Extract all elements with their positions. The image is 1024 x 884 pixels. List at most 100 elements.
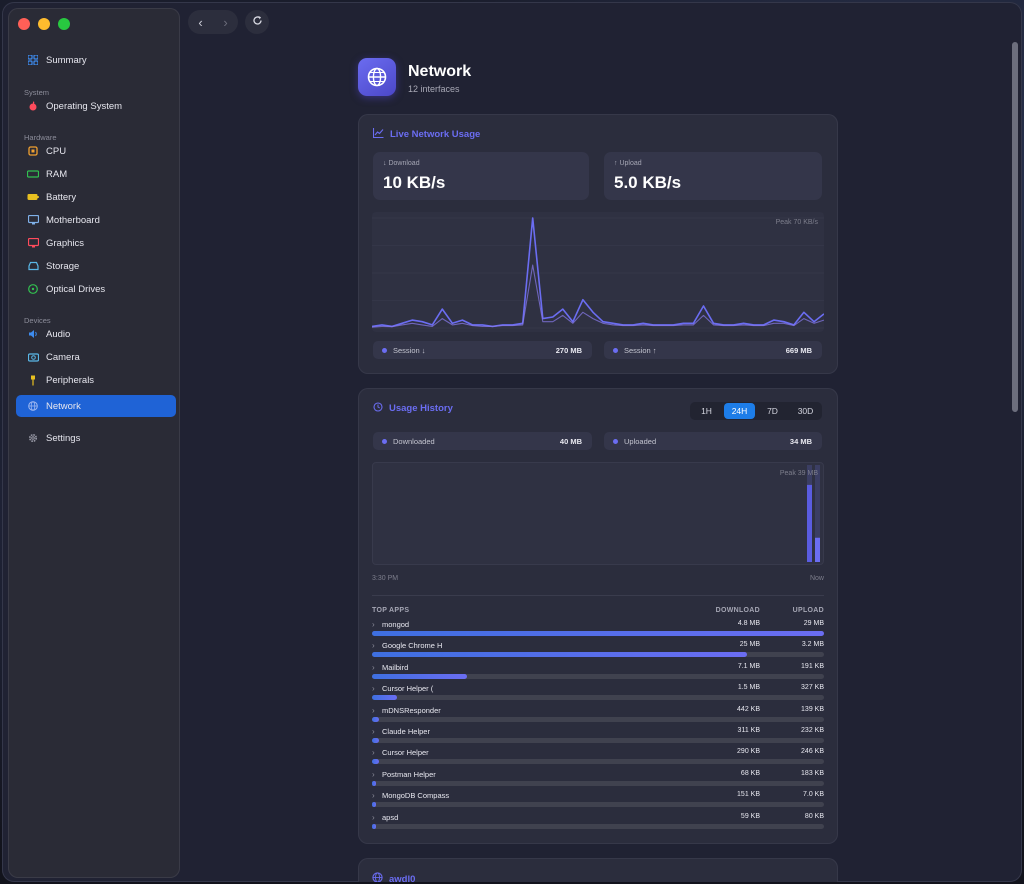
- sidebar-item-label: Storage: [46, 260, 80, 272]
- sidebar-item-ram[interactable]: RAM: [16, 163, 176, 185]
- history-x-end: Now: [809, 575, 824, 582]
- chevron-right-icon: ›: [372, 705, 375, 715]
- usage-history-title: Usage History: [373, 402, 453, 415]
- drive-icon: [26, 259, 40, 273]
- refresh-button[interactable]: [245, 10, 269, 34]
- sidebar-item-summary[interactable]: Summary: [16, 49, 176, 71]
- sidebar-item-camera[interactable]: Camera: [16, 346, 176, 368]
- interface-card-awdl0: awdl0: [358, 858, 838, 882]
- chevron-right-icon: ›: [372, 727, 375, 736]
- app-row[interactable]: › Google Chrome H 25 MB 3.2 MB: [372, 641, 824, 662]
- range-7d[interactable]: 7D: [767, 406, 778, 416]
- app-upload: 139 KB: [801, 705, 824, 713]
- app-row[interactable]: › mDNSResponder 442 KB 139 KB: [372, 706, 824, 727]
- app-download: 290 KB: [737, 748, 760, 756]
- sidebar-item-optical-drives[interactable]: Optical Drives: [16, 278, 176, 300]
- app-usage-fill: [372, 652, 748, 658]
- app-row[interactable]: › Mailbird 7.1 MB 191 KB: [372, 663, 824, 684]
- back-button[interactable]: ‹: [188, 10, 213, 34]
- sidebar-item-label: Camera: [46, 351, 80, 363]
- app-upload: 191 KB: [801, 662, 824, 670]
- app-download: 4.8 MB: [737, 620, 760, 627]
- sidebar-item-network[interactable]: Network: [16, 395, 176, 417]
- app-row[interactable]: › MongoDB Compass 151 KB 7.0 KB: [372, 791, 824, 812]
- app-usage-fill: [372, 780, 376, 786]
- series-dot: [382, 439, 387, 444]
- chevron-left-icon: ‹: [198, 14, 203, 30]
- usage-history-title-text: Usage History: [389, 403, 453, 414]
- app-usage-fill: [372, 802, 376, 808]
- app-download: 1.5 MB: [737, 684, 760, 692]
- history-bar-uploaded: [815, 537, 820, 562]
- app-upload: 80 KB: [804, 812, 824, 820]
- sidebar-item-operating-system[interactable]: Operating System: [16, 95, 176, 117]
- app-upload: 232 KB: [801, 727, 824, 734]
- downloaded-value: 40 MB: [559, 437, 582, 446]
- app-row[interactable]: › mongod 4.8 MB 29 MB: [372, 620, 824, 641]
- app-usage-fill: [372, 716, 380, 722]
- scrollbar[interactable]: [1012, 42, 1018, 412]
- app-usage-fill: [372, 738, 379, 743]
- arrow-up-icon: ↑: [614, 160, 618, 167]
- sidebar-item-cpu[interactable]: CPU: [16, 140, 176, 162]
- app-row[interactable]: › Cursor Helper (1.5 MB 327 KB: [372, 684, 824, 705]
- range-24h[interactable]: 24H: [724, 403, 755, 419]
- sidebar-item-audio[interactable]: Audio: [16, 323, 176, 345]
- session-upload-value: 669 MB: [785, 346, 812, 355]
- sidebar-item-peripherals[interactable]: Peripherals: [16, 369, 176, 391]
- refresh-icon: [252, 13, 263, 31]
- app-upload: 183 KB: [801, 769, 824, 777]
- range-30d[interactable]: 30D: [797, 406, 814, 416]
- app-name: Mailbird: [382, 662, 409, 672]
- window-controls: [18, 18, 70, 30]
- globe-icon: [26, 399, 40, 413]
- app-row[interactable]: › Postman Helper 68 KB 183 KB: [372, 770, 824, 791]
- chevron-right-icon: ›: [372, 684, 375, 694]
- sidebar-item-motherboard[interactable]: Motherboard: [16, 209, 176, 231]
- app-name: Postman Helper: [382, 769, 436, 779]
- download-label: ↓ Download: [383, 160, 420, 167]
- session-download-pill: Session ↓ 270 MB: [373, 341, 592, 359]
- close-window-button[interactable]: [18, 18, 30, 30]
- arrow-down-icon: ↓: [383, 160, 387, 167]
- chart-line-icon: [372, 128, 384, 141]
- app-row[interactable]: › Cursor Helper 290 KB 246 KB: [372, 748, 824, 769]
- series-line-upload: [371, 264, 825, 328]
- sidebar-item-storage[interactable]: Storage: [16, 255, 176, 277]
- sidebar-item-settings[interactable]: Settings: [16, 427, 176, 449]
- app-download: 59 KB: [740, 812, 760, 820]
- sidebar-item-label: Optical Drives: [46, 283, 106, 295]
- usage-history-chart-svg: Peak 39 MB: [780, 465, 820, 562]
- app-row[interactable]: › Claude Helper 311 KB 232 KB: [372, 727, 824, 748]
- app-row[interactable]: › apsd 59 KB 80 KB: [372, 813, 824, 834]
- sidebar-item-label: Network: [46, 400, 81, 412]
- history-bar-downloaded: [807, 484, 812, 562]
- zoom-window-button[interactable]: [58, 18, 70, 30]
- minimize-window-button[interactable]: [38, 18, 50, 30]
- sidebar-item-label: Peripherals: [46, 374, 95, 386]
- app-download: 311 KB: [737, 727, 760, 734]
- app-download: 25 MB: [739, 641, 760, 649]
- live-usage-card: Live Network Usage ↓ Download 10 KB/s ↑ …: [358, 114, 838, 374]
- forward-button[interactable]: ›: [213, 10, 238, 34]
- sidebar-item-battery[interactable]: Battery: [16, 186, 176, 208]
- app-download: 68 KB: [740, 769, 760, 777]
- range-1h[interactable]: 1H: [701, 406, 712, 416]
- usage-history-chart: Peak 39 MB: [372, 462, 824, 565]
- sidebar-item-label: Settings: [46, 432, 81, 444]
- live-usage-chart: Peak 70 KB/s: [371, 212, 825, 332]
- app-name: apsd: [382, 812, 399, 822]
- app-name: Claude Helper: [382, 727, 430, 736]
- time-range-selector: 1H 24H 7D 30D: [690, 402, 822, 420]
- app-upload: 327 KB: [801, 684, 824, 692]
- upload-label-text: Upload: [619, 160, 642, 167]
- page-title: Network: [408, 63, 472, 80]
- session-upload-label: Session ↑: [624, 346, 657, 355]
- series-dot: [613, 439, 618, 444]
- app-upload: 3.2 MB: [801, 641, 824, 649]
- sidebar-item-label: Graphics: [46, 237, 85, 249]
- sidebar: Summary System Operating System Hardware…: [8, 8, 180, 878]
- chevron-right-icon: ›: [372, 748, 375, 758]
- network-globe-icon: [358, 58, 396, 96]
- sidebar-item-graphics[interactable]: Graphics: [16, 232, 176, 254]
